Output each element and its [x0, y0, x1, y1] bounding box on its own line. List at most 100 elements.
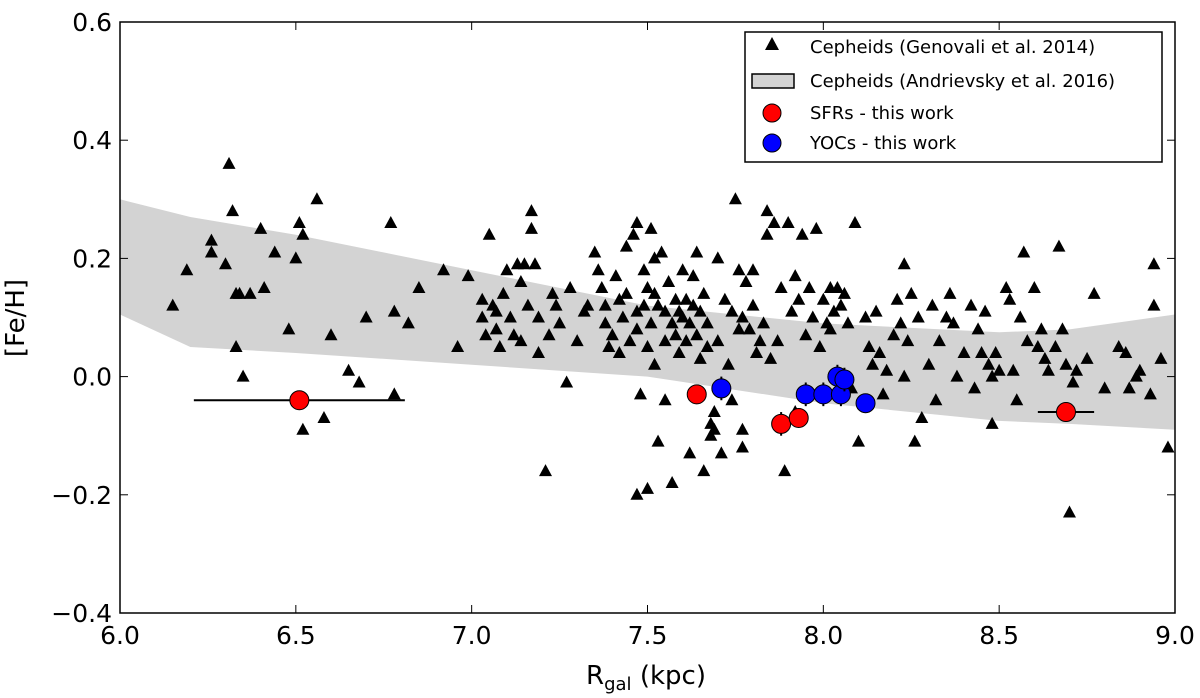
cepheid-point — [992, 363, 1006, 376]
tick-labels-layer: 6.0 6.5 7.0 7.5 8.0 8.5 9.0 −0.4 −0.2 0.0 0.2 0.4 0.… — [51, 8, 1195, 650]
cepheid-point — [1048, 340, 1062, 353]
cepheid-point — [746, 263, 760, 276]
cepheid-point — [714, 446, 728, 459]
cepheid-point — [387, 304, 401, 317]
cepheid-point — [595, 280, 609, 293]
cepheid-point — [560, 375, 574, 388]
cepheid-point — [679, 334, 693, 347]
cepheid-point — [732, 322, 746, 335]
cepheid-point — [1017, 245, 1031, 258]
cepheid-point — [665, 316, 679, 329]
cepheid-point — [1059, 357, 1073, 370]
cepheid-point — [451, 340, 465, 353]
cepheid-point — [180, 263, 194, 276]
cepheid-point — [901, 334, 915, 347]
cepheid-point — [387, 387, 401, 400]
cepheid-point — [665, 475, 679, 488]
cepheid-point — [968, 381, 982, 394]
cepheid-point — [539, 464, 553, 477]
cepheid-point — [904, 286, 918, 299]
cepheid-point — [630, 304, 644, 317]
cepheid-point — [489, 304, 503, 317]
cepheid-point — [496, 286, 510, 299]
cepheid-point — [700, 316, 714, 329]
yoc-point — [813, 384, 834, 405]
cepheid-point — [725, 393, 739, 406]
cepheid-point — [957, 345, 971, 358]
cepheid-point — [841, 316, 855, 329]
cepheid-point — [352, 375, 366, 388]
sfr-point — [788, 407, 809, 428]
cepheid-point — [651, 298, 665, 311]
cepheid-point — [711, 251, 725, 264]
cepheid-point — [342, 363, 356, 376]
x-axis-label: Rgal (kpc) — [586, 661, 706, 695]
cepheid-point — [679, 292, 693, 305]
legend-label-genovali: Cepheids (Genovali et al. 2014) — [810, 37, 1095, 58]
cepheid-point — [999, 280, 1013, 293]
cepheid-point — [1063, 505, 1076, 518]
cepheid-point — [1055, 322, 1069, 335]
cepheid-point — [764, 351, 778, 364]
cepheid-point — [707, 422, 721, 435]
cepheid-point — [633, 387, 647, 400]
cepheid-point — [887, 328, 901, 341]
cepheid-point — [1031, 340, 1045, 353]
x-tick-label: 7.0 — [452, 621, 492, 650]
cepheid-point — [908, 434, 922, 447]
cepheid-point — [728, 192, 742, 205]
cepheid-point — [672, 345, 686, 358]
cepheid-point — [528, 257, 542, 270]
cepheid-point — [697, 286, 711, 299]
cepheid-point — [475, 310, 489, 323]
sfr-point — [1055, 402, 1076, 423]
cepheid-point — [742, 322, 756, 335]
cepheid-point — [517, 257, 531, 270]
cepheid-point — [852, 434, 865, 447]
cepheid-point — [204, 245, 218, 258]
cepheid-point — [690, 245, 704, 258]
cepheid-point — [296, 422, 310, 435]
cepheid-point — [1052, 239, 1066, 252]
x-axis-label-subscript: gal — [604, 674, 631, 695]
cepheid-point — [514, 275, 528, 288]
cepheid-point — [581, 298, 595, 311]
cepheid-point — [658, 304, 672, 317]
cepheid-point — [1010, 393, 1024, 406]
legend: Cepheids (Genovali et al. 2014) Cepheids… — [744, 31, 1163, 163]
cepheid-point — [658, 334, 672, 347]
cepheid-point — [479, 328, 493, 341]
x-tick-label: 8.0 — [803, 621, 843, 650]
cepheid-point — [1154, 351, 1168, 364]
cepheid-point — [658, 393, 672, 406]
cluster-points-layer — [193, 364, 1095, 436]
cepheid-point — [932, 334, 946, 347]
y-tick-label: 0.4 — [72, 126, 112, 155]
cepheid-point — [588, 245, 602, 258]
cepheid-point — [616, 310, 630, 323]
cepheid-point — [475, 292, 489, 305]
cepheid-point — [735, 310, 749, 323]
cepheid-point — [644, 316, 658, 329]
cepheid-point — [757, 316, 771, 329]
cepheid-point — [662, 275, 676, 288]
y-tick-label: −0.2 — [51, 481, 112, 510]
cepheid-point — [637, 263, 651, 276]
sfr-point — [771, 413, 792, 434]
cepheid-point — [735, 440, 749, 453]
cepheid-point — [989, 345, 1003, 358]
cepheid-point — [771, 334, 785, 347]
cepheid-point — [641, 481, 654, 494]
cepheid-point — [598, 316, 612, 329]
cepheid-point — [985, 369, 999, 382]
cepheid-point — [774, 280, 788, 293]
cepheid-point — [746, 298, 760, 311]
cepheid-point — [676, 263, 690, 276]
cepheid-point — [1080, 351, 1094, 364]
y-axis-label: [Fe/H] — [1, 279, 31, 357]
cepheid-point — [630, 322, 644, 335]
cepheid-point — [806, 310, 820, 323]
cepheid-point — [531, 310, 545, 323]
cepheid-point — [700, 340, 714, 353]
cepheid-point — [669, 292, 683, 305]
